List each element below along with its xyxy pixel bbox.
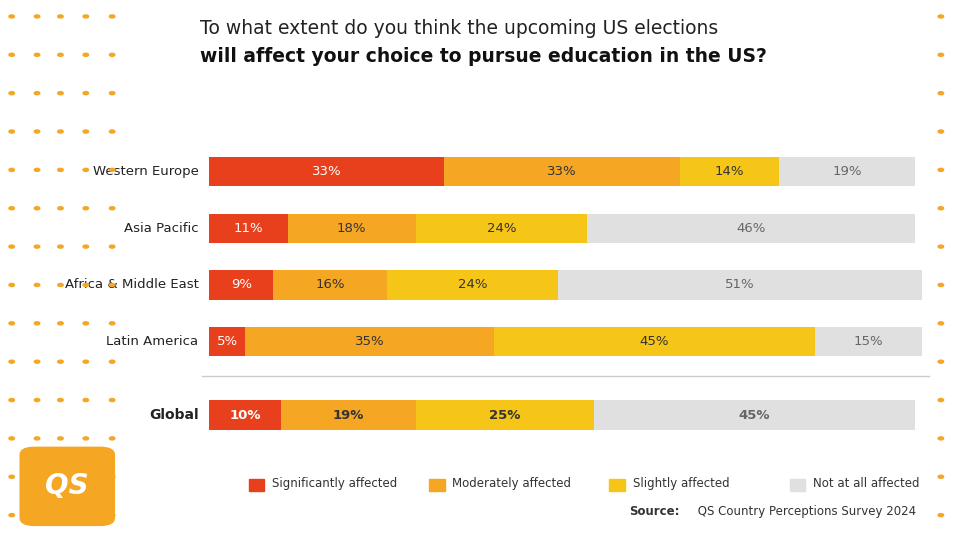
Text: 5%: 5%	[216, 335, 238, 348]
Bar	[210, 214, 288, 243]
Bar	[210, 157, 445, 186]
Text: 19%: 19%	[332, 409, 364, 422]
Bar	[416, 214, 587, 243]
Bar	[815, 327, 921, 356]
Text: Latin America: Latin America	[106, 335, 199, 348]
Text: QS: QS	[46, 472, 89, 500]
Text: Africa & Middle East: Africa & Middle East	[64, 278, 199, 292]
Text: 10%: 10%	[229, 409, 260, 422]
Text: 15%: 15%	[853, 335, 883, 348]
Bar	[288, 214, 416, 243]
Text: Slightly affected: Slightly affected	[633, 477, 729, 490]
Bar	[210, 401, 281, 430]
Bar	[210, 270, 273, 300]
Bar	[445, 157, 680, 186]
Bar	[416, 401, 594, 430]
Text: QS Country Perceptions Survey 2024: QS Country Perceptions Survey 2024	[694, 505, 916, 518]
Text: 33%: 33%	[547, 165, 577, 178]
Text: 24%: 24%	[487, 222, 516, 235]
Text: 33%: 33%	[312, 165, 341, 178]
Bar	[281, 401, 416, 430]
Text: 51%: 51%	[725, 278, 755, 292]
Bar	[594, 401, 915, 430]
Text: 9%: 9%	[231, 278, 252, 292]
Text: 45%: 45%	[739, 409, 770, 422]
Bar	[245, 327, 494, 356]
Text: Asia Pacific: Asia Pacific	[124, 222, 199, 235]
Text: Moderately affected: Moderately affected	[452, 477, 571, 490]
Text: 25%: 25%	[489, 409, 521, 422]
Text: 16%: 16%	[316, 278, 345, 292]
Text: Source:: Source:	[629, 505, 680, 518]
Text: Global: Global	[149, 408, 199, 422]
Text: 11%: 11%	[234, 222, 263, 235]
Text: Not at all affected: Not at all affected	[813, 477, 919, 490]
Text: 46%: 46%	[736, 222, 765, 235]
Text: Western Europe: Western Europe	[93, 165, 199, 178]
Text: To what extent do you think the upcoming US elections: To what extent do you think the upcoming…	[200, 19, 719, 38]
Bar	[273, 270, 387, 300]
Text: 18%: 18%	[337, 222, 367, 235]
Text: Significantly affected: Significantly affected	[272, 477, 397, 490]
Bar	[494, 327, 815, 356]
Bar	[680, 157, 779, 186]
Bar	[210, 327, 245, 356]
Bar	[559, 270, 921, 300]
Text: 35%: 35%	[355, 335, 384, 348]
Text: 45%: 45%	[640, 335, 669, 348]
Text: 14%: 14%	[715, 165, 744, 178]
Bar	[387, 270, 559, 300]
Text: 24%: 24%	[458, 278, 488, 292]
Text: will affect your choice to pursue education in the US?: will affect your choice to pursue educat…	[200, 47, 766, 66]
Bar	[779, 157, 915, 186]
Text: 19%: 19%	[833, 165, 862, 178]
Bar	[587, 214, 915, 243]
